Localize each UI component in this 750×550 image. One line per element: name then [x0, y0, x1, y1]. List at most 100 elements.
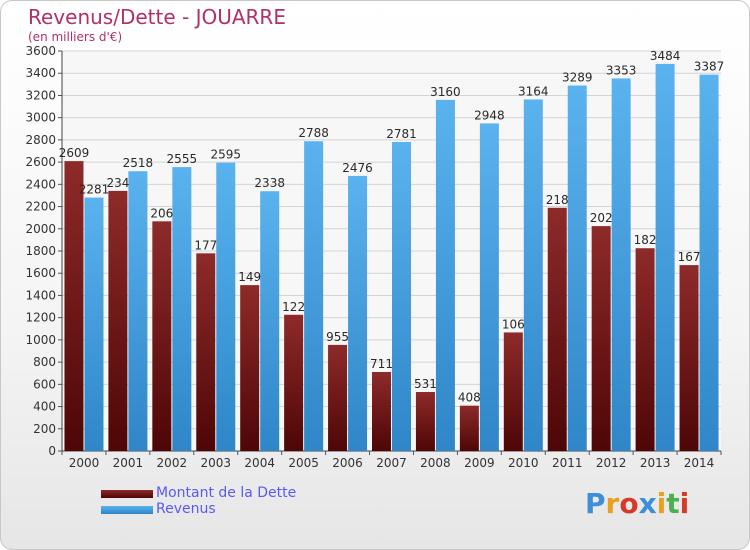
data-label-dette: 149: [238, 270, 261, 284]
bar-revenus: [523, 99, 543, 451]
bar-dette: [152, 221, 172, 451]
data-label-revenus: 2338: [254, 176, 285, 190]
y-tick-label: 0: [48, 444, 56, 458]
data-label-revenus: 2781: [386, 127, 417, 141]
x-tick-label: 2014: [684, 456, 715, 470]
bar-revenus: [128, 171, 148, 451]
y-tick-label: 2800: [25, 133, 56, 147]
y-tick-label: 1200: [25, 311, 56, 325]
x-tick-label: 2007: [376, 456, 407, 470]
data-label-dette: 408: [458, 391, 481, 405]
y-tick-label: 1400: [25, 288, 56, 302]
logo-letter: r: [605, 487, 620, 520]
bar-revenus: [699, 74, 719, 452]
bar-dette: [503, 332, 523, 451]
y-tick-label: 2000: [25, 222, 56, 236]
data-label-revenus: 2518: [123, 156, 154, 170]
bar-revenus: [479, 123, 499, 451]
bar-revenus: [84, 197, 104, 451]
bar-dette: [372, 372, 391, 451]
data-label-dette: 955: [326, 330, 349, 344]
bar-revenus: [172, 167, 192, 451]
bar-dette: [328, 344, 348, 451]
x-tick-label: 2013: [640, 456, 671, 470]
x-tick-label: 2012: [596, 456, 627, 470]
data-label-revenus: 3387: [694, 60, 725, 74]
bar-dette: [196, 253, 216, 451]
data-label-dette: 531: [414, 377, 437, 391]
y-tick-label: 2200: [25, 200, 56, 214]
axes: 0 200 400 600 800 1000 1200 1400 1600 1800 2000 220…: [25, 44, 722, 470]
data-label-dette: 234: [106, 176, 129, 190]
data-label-revenus: 3289: [562, 71, 593, 85]
y-tick-label: 3400: [25, 66, 56, 80]
bar-revenus: [435, 99, 455, 451]
y-tick-label: 3200: [25, 88, 56, 102]
data-label-dette: 177: [194, 238, 217, 252]
logo-letter: P: [585, 487, 606, 520]
y-tick-label: 1600: [25, 266, 56, 280]
y-tick-label: 800: [33, 355, 56, 369]
data-label-dette: 218: [546, 193, 569, 207]
chart-subtitle: (en milliers d'€): [28, 30, 123, 44]
x-tick-label: 2009: [464, 456, 495, 470]
y-tick-label: 600: [33, 377, 56, 391]
x-tick-label: 2004: [244, 456, 275, 470]
legend-label-debt: Montant de la Dette: [156, 485, 297, 501]
data-label-revenus: 3160: [430, 85, 461, 99]
data-label-dette: 2609: [59, 146, 90, 160]
bar-dette: [679, 265, 699, 451]
bar-dette: [459, 405, 479, 451]
legend-swatch-revenus: [101, 506, 153, 514]
bar-dette: [240, 285, 260, 451]
bar-revenus: [392, 142, 411, 451]
y-tick-label: 200: [33, 422, 56, 436]
x-tick-label: 2001: [113, 456, 144, 470]
data-label-dette: 122: [282, 300, 305, 314]
legend-swatch-debt: [101, 490, 153, 498]
data-label-revenus: 3353: [606, 63, 637, 77]
data-label-revenus: 2281: [79, 183, 110, 197]
data-label-dette: 106: [502, 317, 525, 331]
data-label-revenus: 2595: [210, 148, 241, 162]
bar-revenus: [567, 85, 587, 452]
x-tick-label: 2000: [69, 456, 100, 470]
data-label-revenus: 2476: [342, 161, 373, 175]
logo-letter: o: [619, 487, 639, 520]
bar-revenus: [655, 63, 675, 452]
x-tick-label: 2003: [200, 456, 231, 470]
legend-label-revenus: Revenus: [156, 501, 216, 517]
grid-lines: [62, 50, 721, 452]
y-tick-label: 1800: [25, 244, 56, 258]
chart-title: Revenus/Dette - JOUARRE: [28, 5, 286, 29]
data-label-revenus: 2948: [474, 108, 505, 122]
x-tick-label: 2002: [157, 456, 188, 470]
proxiti-logo: Proxiti: [585, 487, 689, 520]
bar-dette: [415, 392, 435, 451]
logo-letter: x: [638, 487, 657, 520]
data-label-revenus: 3484: [650, 49, 681, 63]
logo-letter: i: [679, 487, 690, 520]
bar-revenus: [216, 162, 236, 451]
y-tick-label: 3600: [25, 44, 56, 58]
x-tick-label: 2010: [508, 456, 539, 470]
y-tick-label: 2400: [25, 177, 56, 191]
data-label-dette: 182: [634, 233, 657, 247]
bar-dette: [64, 161, 84, 451]
x-tick-label: 2008: [420, 456, 451, 470]
y-tick-label: 400: [33, 400, 56, 414]
x-tick-label: 2011: [552, 456, 583, 470]
data-label-dette: 711: [370, 357, 393, 371]
bar-dette: [284, 314, 304, 451]
data-label-revenus: 2788: [298, 126, 329, 140]
data-label-dette: 167: [678, 250, 701, 264]
y-tick-label: 2600: [25, 155, 56, 169]
logo-letter: t: [666, 487, 680, 520]
data-label-dette: 206: [150, 206, 173, 220]
bar-dette: [635, 248, 655, 451]
bars: [64, 63, 719, 452]
bar-dette: [108, 190, 128, 451]
data-label-dette: 202: [590, 211, 613, 225]
